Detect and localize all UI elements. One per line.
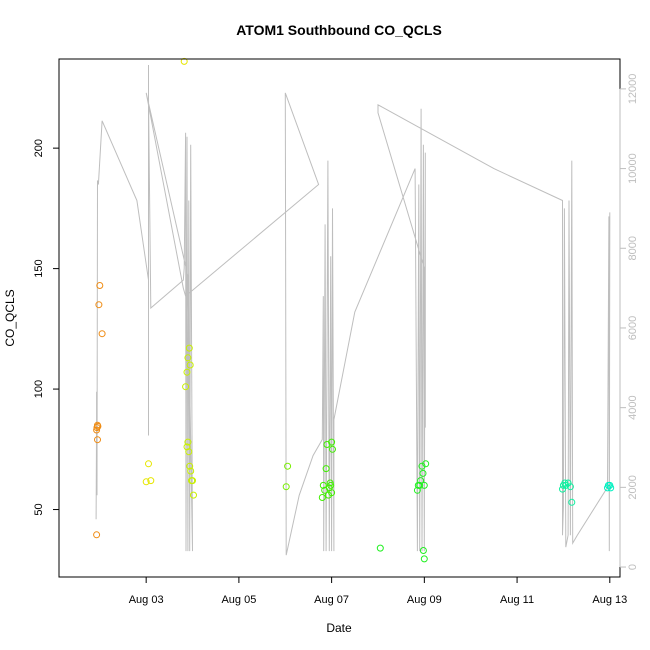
data-point	[187, 467, 195, 475]
data-point	[607, 484, 615, 492]
data-point	[142, 478, 150, 486]
data-point	[284, 462, 292, 470]
x-tick-label: Aug 05	[221, 594, 256, 606]
data-point	[184, 354, 192, 362]
data-point	[419, 547, 427, 554]
data-point	[417, 477, 425, 485]
data-point	[95, 301, 103, 309]
data-point	[182, 383, 190, 391]
x-axis-label: Date	[326, 621, 352, 635]
data-point	[96, 282, 104, 289]
data-point	[282, 483, 290, 491]
y-axis-label: CO_QCLS	[3, 289, 17, 346]
data-point	[185, 448, 193, 456]
data-point	[328, 438, 336, 446]
data-point	[186, 462, 194, 470]
data-point	[94, 436, 101, 444]
data-point	[93, 426, 101, 434]
data-point	[566, 483, 574, 491]
data-point	[564, 479, 572, 487]
x-tick-label: Aug 13	[592, 594, 627, 606]
x-tick-label: Aug 07	[314, 594, 349, 606]
x-tick-label: Aug 03	[129, 594, 164, 606]
y2-tick-label: 8000	[627, 236, 639, 260]
data-point	[328, 489, 336, 497]
data-point	[98, 330, 106, 338]
y2-tick-label: 12000	[627, 74, 639, 105]
data-point	[562, 481, 570, 489]
y2-tick-label: 10000	[627, 153, 639, 184]
data-point	[186, 361, 194, 369]
y2-tick-label: 6000	[627, 316, 639, 340]
plot-marks	[93, 57, 615, 563]
data-point	[318, 494, 326, 501]
y2-tick-label: 4000	[627, 395, 639, 419]
data-point	[419, 469, 427, 477]
data-point	[184, 438, 192, 446]
y2-tick-label: 0	[627, 564, 639, 570]
data-point	[420, 555, 428, 563]
chart-title: ATOM1 Southbound CO_QCLS	[236, 22, 442, 38]
data-point	[322, 465, 330, 473]
data-point	[180, 57, 188, 65]
plot-frame	[58, 58, 621, 578]
x-tick-label: Aug 09	[407, 594, 442, 606]
data-point	[376, 544, 384, 552]
data-point	[190, 491, 197, 499]
data-point	[416, 481, 424, 489]
x-tick-label: Aug 11	[500, 594, 534, 606]
data-point	[329, 445, 336, 453]
data-point	[420, 481, 428, 489]
data-point	[422, 460, 430, 468]
altitude-line	[95, 65, 611, 556]
data-point	[327, 481, 335, 489]
y-tick-label: 100	[33, 380, 45, 398]
axes: Aug 03 Aug 05 Aug 07 Aug 09 Aug 11 Aug 13 50 10…	[33, 74, 639, 606]
data-point	[94, 422, 102, 430]
data-point	[183, 443, 191, 451]
y-tick-label: 150	[33, 259, 45, 277]
data-point	[189, 477, 196, 485]
data-point	[145, 460, 152, 468]
data-point	[568, 498, 576, 506]
data-point	[319, 481, 327, 489]
y-tick-label: 50	[33, 503, 45, 515]
y2-tick-label: 2000	[627, 475, 639, 499]
data-point	[418, 462, 426, 470]
data-point	[185, 344, 193, 352]
data-point	[147, 477, 155, 485]
y-tick-label: 200	[33, 139, 45, 157]
data-point	[183, 368, 191, 376]
data-point	[93, 531, 101, 539]
